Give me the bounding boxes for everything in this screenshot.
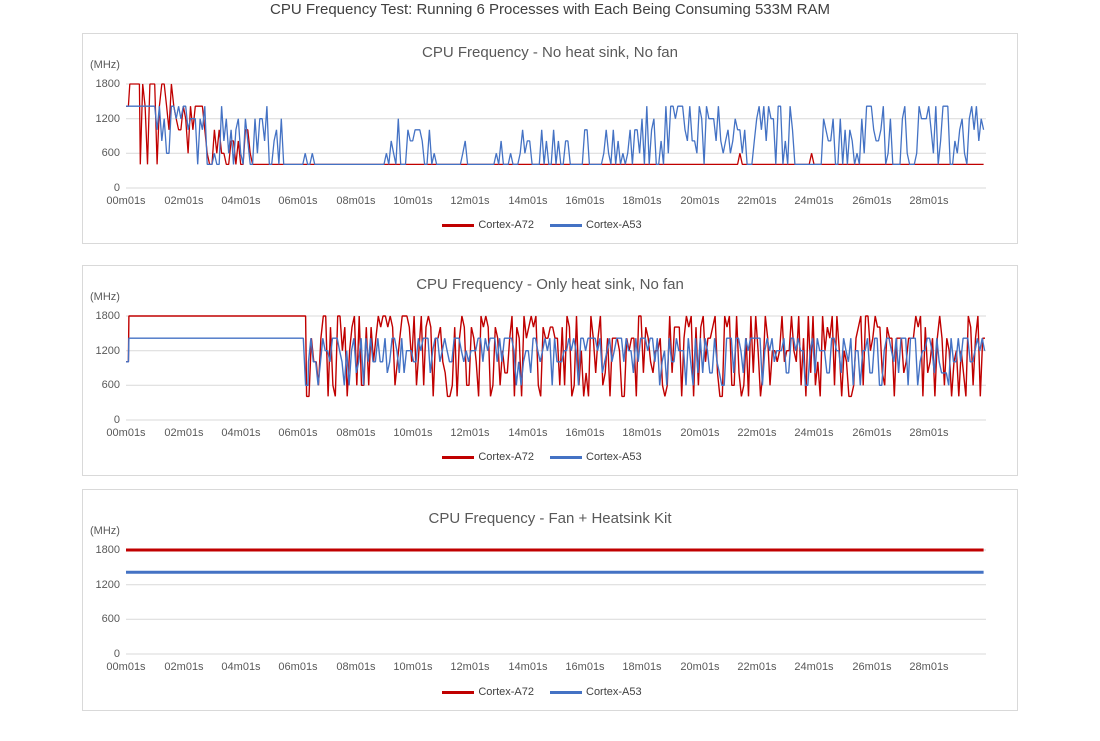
legend-swatch-cortex-a72 (442, 223, 475, 227)
y-tick-label: 1200 (95, 579, 120, 591)
x-tick-label: 00m01s (106, 661, 146, 673)
legend-swatch-cortex-a53 (550, 455, 582, 459)
y-axis-unit-label: (MHz) (90, 291, 120, 303)
x-tick-label: 10m01s (393, 427, 433, 439)
x-tick-label: 12m01s (450, 661, 490, 673)
legend-label: Cortex-A53 (586, 686, 642, 698)
x-tick-label: 14m01s (508, 661, 548, 673)
y-tick-label: 1800 (95, 78, 120, 90)
x-tick-label: 24m01s (794, 195, 834, 207)
x-tick-label: 20m01s (680, 661, 720, 673)
x-tick-label: 28m01s (909, 195, 949, 207)
plot-area (126, 315, 986, 421)
x-tick-label: 02m01s (164, 427, 204, 439)
legend: Cortex-A72 Cortex-A53 (83, 451, 1017, 463)
x-tick-label: 00m01s (106, 195, 146, 207)
x-tick-label: 16m01s (565, 661, 605, 673)
x-tick-label: 28m01s (909, 427, 949, 439)
x-tick-label: 16m01s (565, 195, 605, 207)
x-axis-tick-labels: 00m01s 02m01s 04m01s 06m01s 08m01s 10m01s 12m0… (83, 426, 1017, 440)
x-tick-label: 04m01s (221, 195, 261, 207)
chart-title: CPU Frequency - No heat sink, No fan (422, 44, 678, 61)
y-tick-label: 600 (101, 613, 120, 625)
legend-label: Cortex-A72 (478, 451, 534, 463)
y-axis-unit-label: (MHz) (90, 59, 120, 71)
page-title: CPU Frequency Test: Running 6 Processes … (270, 1, 830, 18)
series-line-cortex-a53 (126, 105, 985, 166)
legend-label: Cortex-A72 (478, 686, 534, 698)
x-tick-label: 02m01s (164, 661, 204, 673)
legend-label: Cortex-A72 (478, 219, 534, 231)
x-tick-label: 22m01s (737, 195, 777, 207)
y-tick-label: 0 (113, 182, 120, 194)
chart-panel-fan-heatsink-kit: CPU Frequency - Fan + Heatsink Kit (MHz)… (82, 489, 1018, 711)
x-tick-label: 00m01s (106, 427, 146, 439)
legend-label: Cortex-A53 (586, 219, 642, 231)
y-tick-label: 0 (113, 414, 120, 426)
y-tick-label: 600 (101, 379, 120, 391)
y-tick-label: 1200 (95, 345, 120, 357)
x-tick-label: 18m01s (622, 661, 662, 673)
legend-swatch-cortex-a72 (442, 455, 475, 459)
x-tick-label: 04m01s (221, 427, 261, 439)
x-tick-label: 26m01s (852, 661, 892, 673)
x-tick-label: 06m01s (278, 195, 318, 207)
x-tick-label: 12m01s (450, 195, 490, 207)
legend-swatch-cortex-a53 (550, 223, 582, 227)
chart-title: CPU Frequency - Only heat sink, No fan (416, 276, 684, 293)
x-tick-label: 08m01s (336, 195, 376, 207)
series-line-cortex-a72 (126, 315, 985, 398)
legend-swatch-cortex-a53 (550, 690, 582, 694)
x-tick-label: 20m01s (680, 427, 720, 439)
y-tick-label: 1200 (95, 113, 120, 125)
x-tick-label: 06m01s (278, 427, 318, 439)
y-tick-label: 600 (101, 147, 120, 159)
y-tick-label: 1800 (95, 544, 120, 556)
x-axis-tick-labels: 00m01s 02m01s 04m01s 06m01s 08m01s 10m01s 12m0… (83, 194, 1017, 208)
plot-area (126, 548, 986, 655)
x-axis-tick-labels: 00m01s 02m01s 04m01s 06m01s 08m01s 10m01s 12m0… (83, 660, 1017, 674)
x-tick-label: 26m01s (852, 427, 892, 439)
chart-panel-no-heatsink-no-fan: CPU Frequency - No heat sink, No fan (MH… (82, 33, 1018, 244)
x-tick-label: 14m01s (508, 195, 548, 207)
x-tick-label: 10m01s (393, 195, 433, 207)
y-tick-label: 1800 (95, 310, 120, 322)
x-tick-label: 16m01s (565, 427, 605, 439)
chart-panel-only-heatsink-no-fan: CPU Frequency - Only heat sink, No fan (… (82, 265, 1018, 476)
legend: Cortex-A72 Cortex-A53 (83, 686, 1017, 698)
x-tick-label: 18m01s (622, 427, 662, 439)
x-tick-label: 14m01s (508, 427, 548, 439)
plot-area (126, 83, 986, 189)
x-tick-label: 24m01s (794, 661, 834, 673)
y-axis-unit-label: (MHz) (90, 525, 120, 537)
x-tick-label: 28m01s (909, 661, 949, 673)
x-tick-label: 24m01s (794, 427, 834, 439)
x-tick-label: 10m01s (393, 661, 433, 673)
x-tick-label: 22m01s (737, 427, 777, 439)
x-tick-label: 04m01s (221, 661, 261, 673)
x-tick-label: 06m01s (278, 661, 318, 673)
x-tick-label: 18m01s (622, 195, 662, 207)
x-tick-label: 02m01s (164, 195, 204, 207)
x-tick-label: 08m01s (336, 661, 376, 673)
y-tick-label: 0 (113, 648, 120, 660)
x-tick-label: 08m01s (336, 427, 376, 439)
chart-title: CPU Frequency - Fan + Heatsink Kit (428, 510, 672, 527)
x-tick-label: 26m01s (852, 195, 892, 207)
x-tick-label: 20m01s (680, 195, 720, 207)
x-tick-label: 12m01s (450, 427, 490, 439)
legend-label: Cortex-A53 (586, 451, 642, 463)
x-tick-label: 22m01s (737, 661, 777, 673)
series-line-cortex-a53 (126, 337, 986, 387)
legend: Cortex-A72 Cortex-A53 (83, 219, 1017, 231)
series-line-cortex-a72 (126, 83, 984, 166)
legend-swatch-cortex-a72 (442, 690, 475, 694)
